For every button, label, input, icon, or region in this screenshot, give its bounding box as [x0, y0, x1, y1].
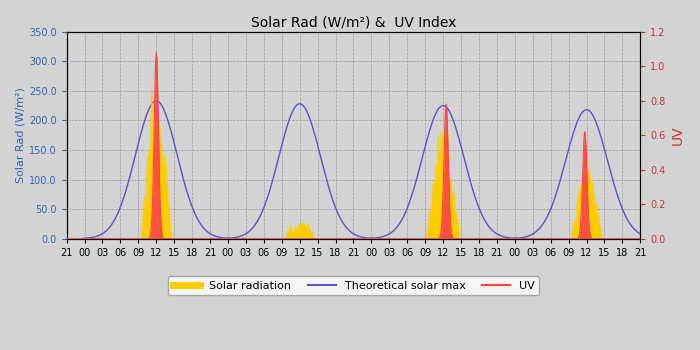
Y-axis label: Solar Rad (W/m²): Solar Rad (W/m²) — [15, 87, 25, 183]
Legend: Solar radiation, Theoretical solar max, UV: Solar radiation, Theoretical solar max, … — [168, 276, 539, 295]
Title: Solar Rad (W/m²) &  UV Index: Solar Rad (W/m²) & UV Index — [251, 15, 456, 29]
Y-axis label: UV: UV — [671, 125, 685, 145]
